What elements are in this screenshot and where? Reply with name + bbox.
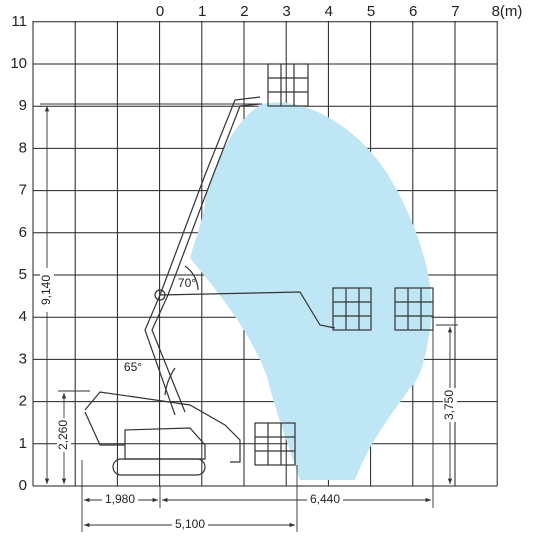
dimension-label: 6,440 <box>310 492 340 506</box>
basket-stowed <box>254 422 296 466</box>
boom-raised-inner <box>151 103 261 413</box>
y-axis-label: 3 <box>19 350 27 367</box>
dimension-label: 2,260 <box>56 420 70 450</box>
angle-arc-65 <box>164 367 176 396</box>
y-axis-label: 1 <box>19 435 27 452</box>
pivot <box>154 289 166 301</box>
y-axis-label: 4 <box>19 308 27 325</box>
label-bg <box>443 388 457 422</box>
y-axis-label: 2 <box>19 393 27 410</box>
dimension-label: 5,100 <box>175 517 205 531</box>
label-bg <box>40 268 54 312</box>
machine <box>84 63 434 476</box>
basket-top <box>267 63 309 107</box>
label-bg <box>102 493 138 507</box>
dimension-label: 1,980 <box>105 492 135 506</box>
basket-stowed-mesh <box>255 423 295 465</box>
angle-label: 65° <box>124 360 142 374</box>
x-axis-label: 4 <box>325 3 333 20</box>
working-envelope <box>190 102 432 480</box>
angle-arc-70 <box>184 265 199 291</box>
x-axis-label: 2 <box>240 3 248 20</box>
x-axis-label: 5 <box>367 3 375 20</box>
angle-label: 70° <box>178 276 196 290</box>
x-axis-label: 1 <box>198 3 206 20</box>
basket-max-mesh <box>395 288 433 330</box>
counterweight <box>84 411 125 446</box>
y-axis-label: 9 <box>19 97 27 114</box>
dimension-labels: 9,140 2,260 3,750 1,980 6,440 5,100 <box>39 268 457 532</box>
axis-labels: 0 1 2 3 4 5 6 7 8(m) 0 1 2 3 4 5 6 7 8 9 10 11 <box>10 3 522 494</box>
y-axis-label: 0 <box>19 477 27 494</box>
basket-mid <box>332 287 372 331</box>
y-axis-label: 10 <box>10 55 27 72</box>
y-axis-label: 6 <box>19 224 27 241</box>
y-axis-label: 5 <box>19 266 27 283</box>
x-axis-label: 7 <box>451 3 459 20</box>
jib <box>84 391 241 463</box>
x-axis-label: 3 <box>282 3 290 20</box>
label-bg <box>172 518 208 532</box>
chassis <box>124 427 206 460</box>
y-axis-label: 7 <box>19 182 27 199</box>
y-axis-label: 8 <box>19 139 27 156</box>
dimension-label: 9,140 <box>39 275 53 305</box>
basket-mid-mesh <box>333 288 371 330</box>
basket-max <box>394 287 434 331</box>
basket-top-mesh <box>268 64 308 106</box>
x-axis-label: 6 <box>409 3 417 20</box>
boom-raised <box>144 96 261 416</box>
label-bg <box>57 418 71 452</box>
x-axis-label: 0 <box>156 3 164 20</box>
y-axis-label: 11 <box>11 13 27 30</box>
boom-horizontal <box>159 291 336 329</box>
x-axis-label: 8(m) <box>492 3 523 20</box>
dimension-label: 3,750 <box>442 390 456 420</box>
label-bg <box>307 493 343 507</box>
